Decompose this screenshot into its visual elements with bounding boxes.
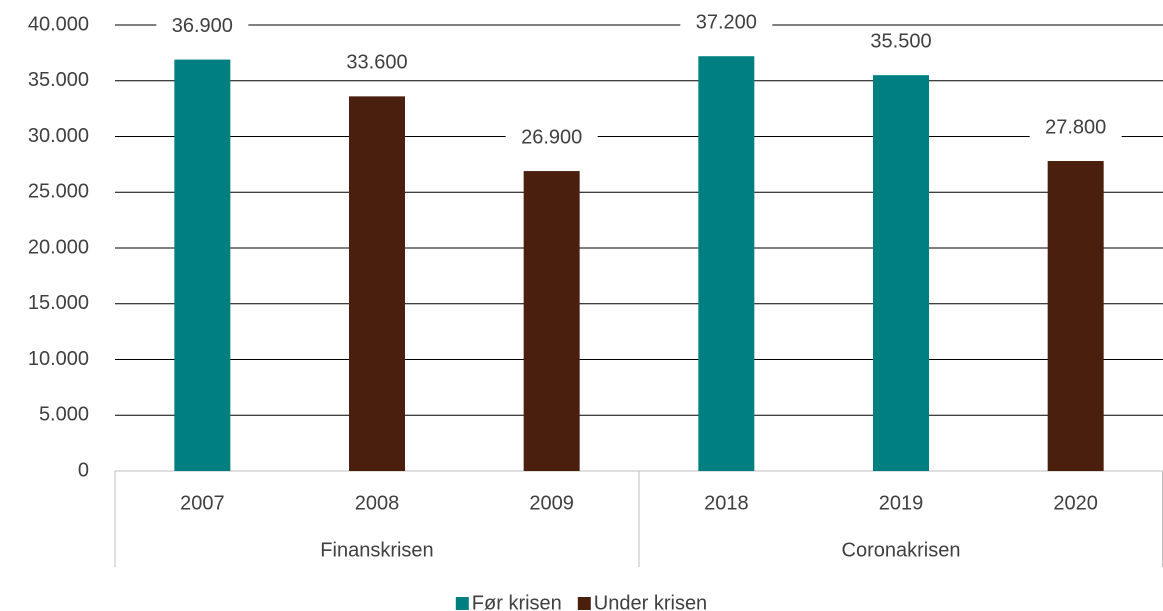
y-tick-label: 0 — [78, 459, 89, 481]
group-label: Coronakrisen — [842, 539, 961, 561]
bar — [174, 59, 231, 471]
bar — [523, 171, 580, 471]
value-label-bg — [855, 27, 947, 58]
legend-label: Før krisen — [472, 592, 562, 611]
value-label-bg — [1029, 113, 1122, 144]
legend-label: Under krisen — [594, 592, 707, 611]
y-tick-label: 25.000 — [28, 181, 89, 203]
bar — [873, 75, 929, 472]
x-tick-label: 2020 — [1053, 492, 1098, 514]
group-label: Finanskrisen — [320, 539, 433, 561]
value-label-bg — [156, 11, 249, 42]
x-tick-label: 2008 — [355, 492, 400, 514]
bar — [349, 96, 405, 472]
y-tick-label: 30.000 — [28, 125, 89, 147]
value-label-bg — [505, 123, 598, 154]
y-tick-label: 35.000 — [28, 69, 89, 91]
y-tick-label: 20.000 — [28, 236, 89, 258]
y-tick-label: 10.000 — [28, 348, 89, 370]
value-label: 26.900 — [521, 126, 582, 148]
x-tick-label: 2009 — [529, 492, 574, 514]
value-label: 33.600 — [346, 52, 407, 74]
value-label: 37.200 — [696, 12, 757, 34]
x-tick-label: 2007 — [180, 492, 225, 514]
legend: Før krisen Under krisen — [455, 592, 707, 611]
x-tick-label: 2019 — [879, 492, 924, 514]
legend-swatch — [455, 597, 469, 610]
y-tick-label: 5.000 — [39, 404, 89, 426]
y-tick-label: 15.000 — [28, 292, 89, 314]
legend-swatch — [577, 597, 591, 610]
x-tick-label: 2018 — [704, 492, 749, 514]
y-tick-label: 40.000 — [28, 13, 89, 35]
bar — [1047, 161, 1104, 471]
bar — [698, 56, 755, 471]
value-label: 35.500 — [870, 30, 931, 52]
value-label: 27.800 — [1045, 116, 1106, 138]
value-label-bg — [680, 8, 773, 39]
value-label: 36.900 — [172, 15, 233, 37]
value-label-bg — [331, 48, 423, 79]
